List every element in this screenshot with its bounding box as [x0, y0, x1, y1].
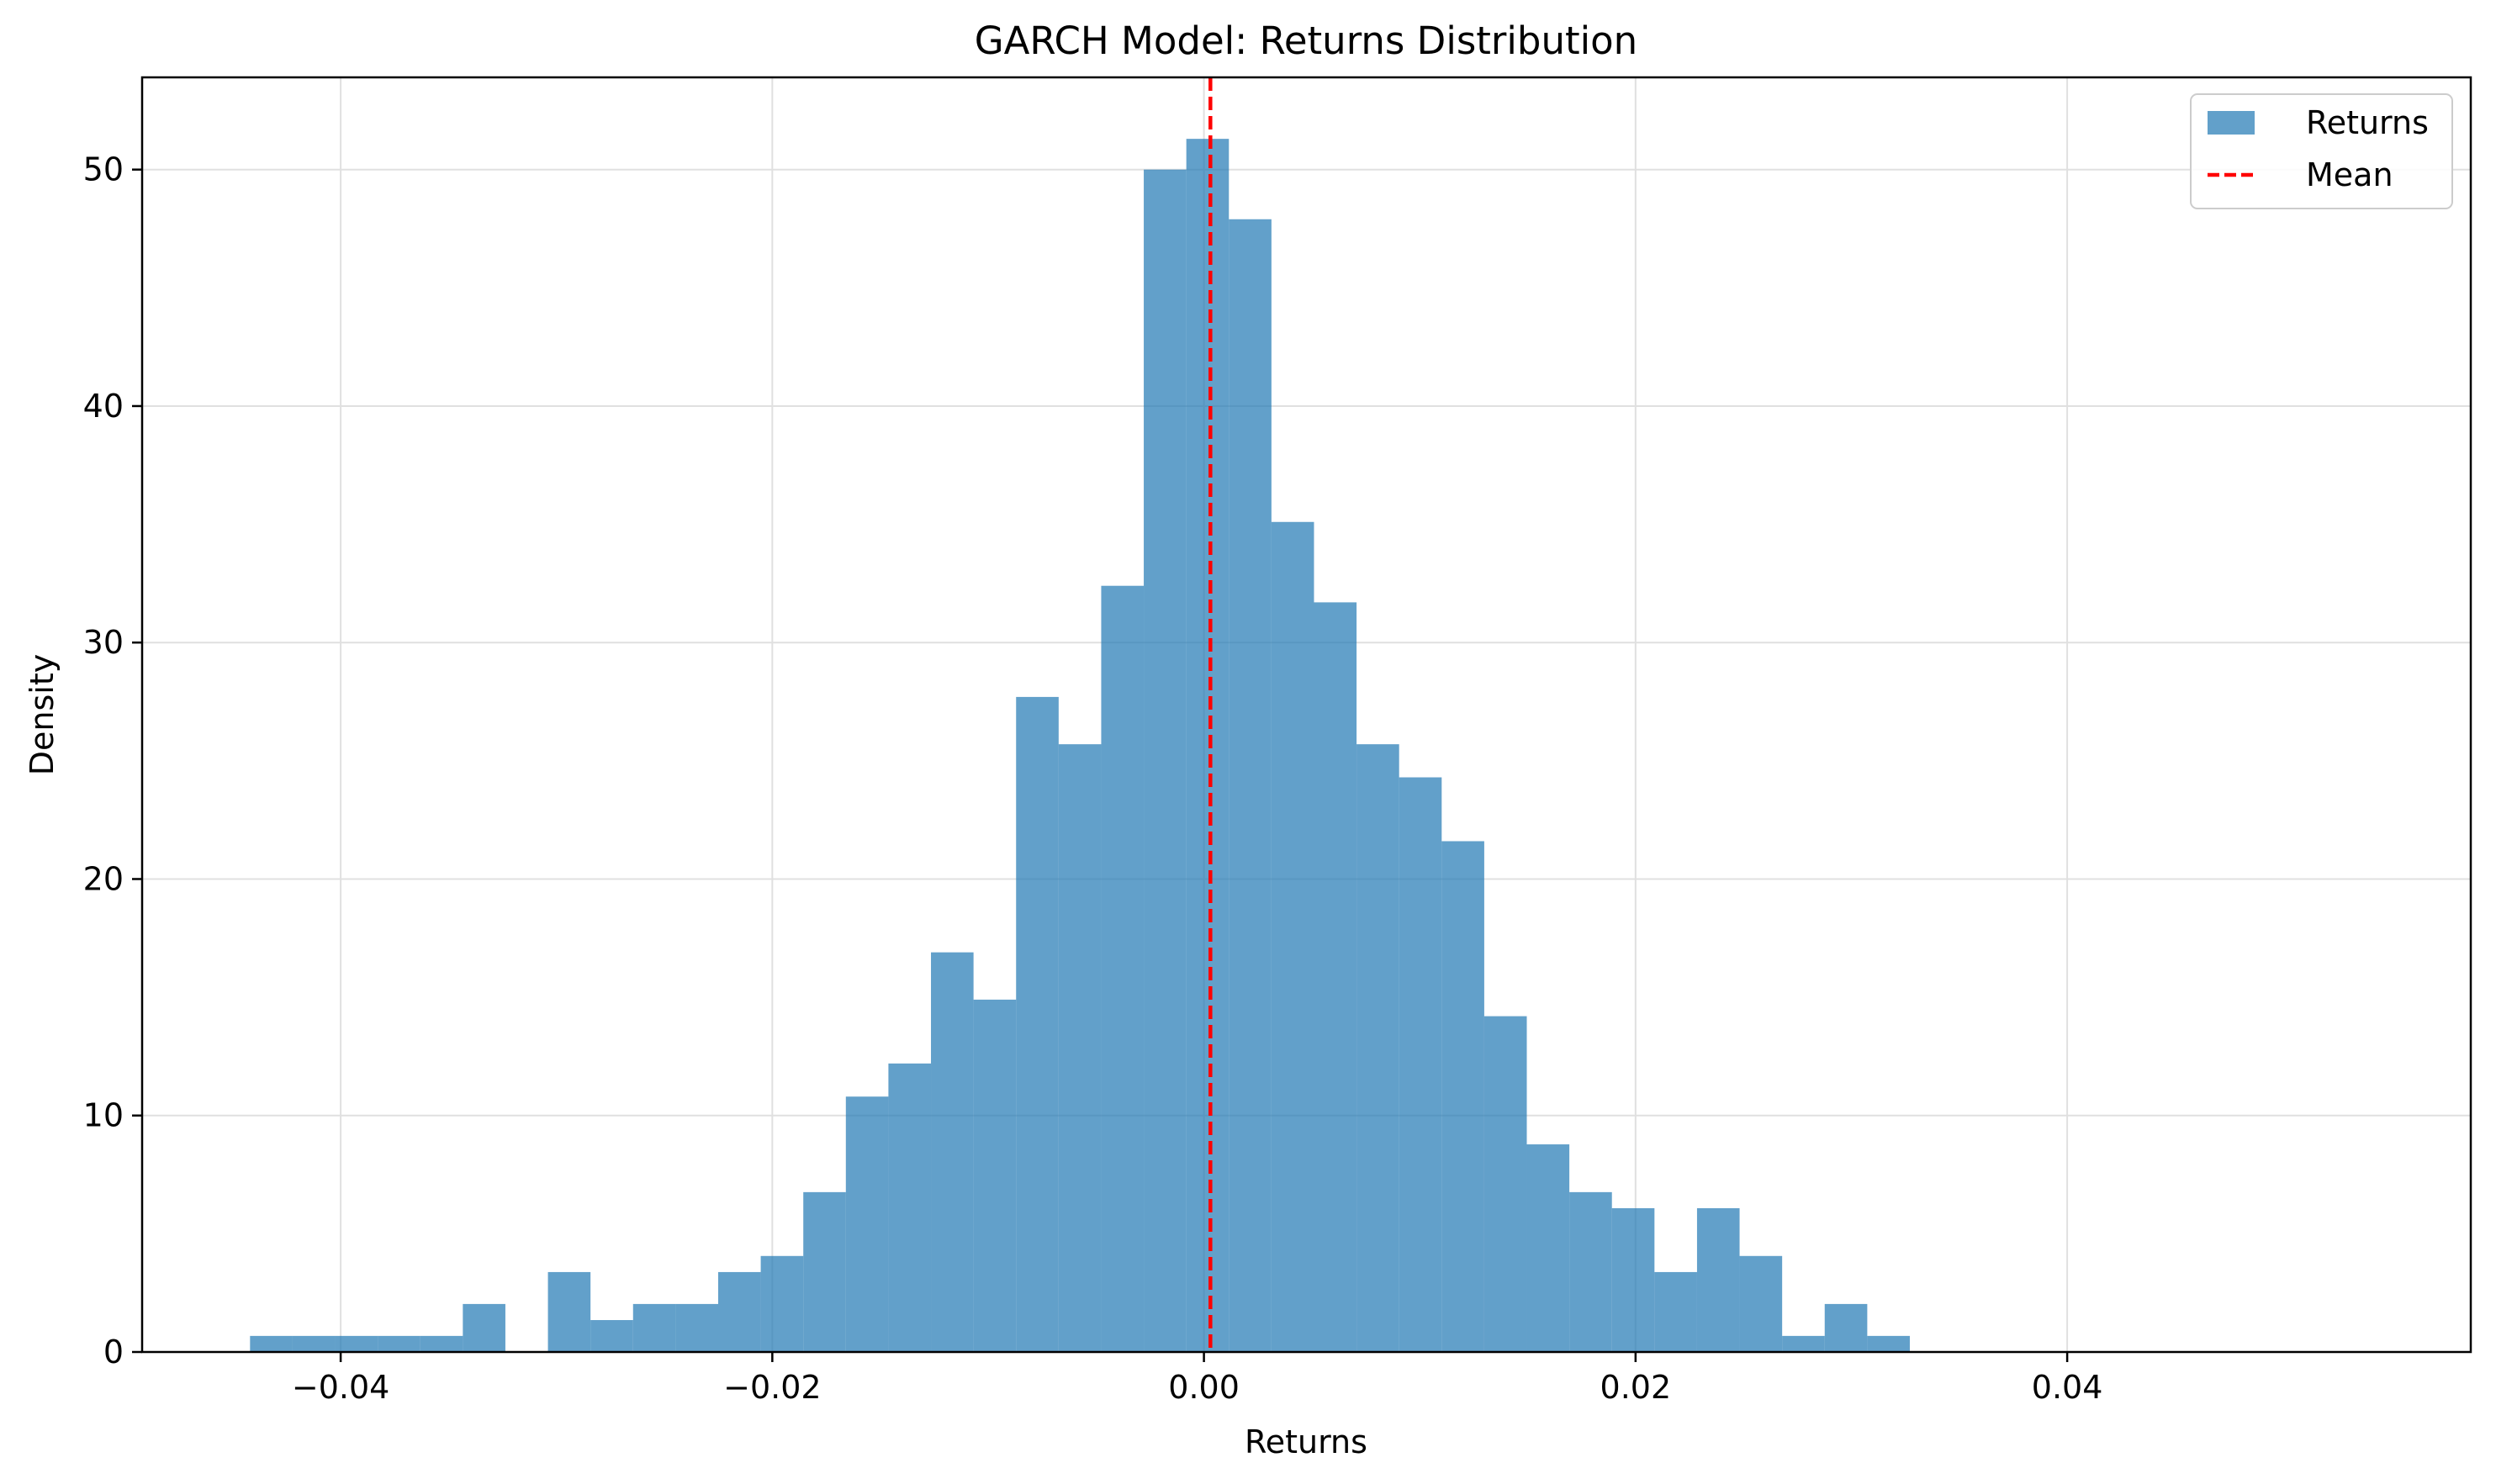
histogram-bar [1654, 1271, 1697, 1352]
histogram-bar [250, 1335, 293, 1352]
y-axis-label: Density [24, 654, 61, 775]
histogram-bar [292, 1335, 336, 1352]
legend-mean-label: Mean [2306, 156, 2393, 193]
x-tick-label: 0.00 [1168, 1369, 1240, 1406]
chart-title: GARCH Model: Returns Distribution [975, 18, 1637, 63]
histogram-bar [335, 1335, 378, 1352]
histogram-bar [803, 1191, 846, 1352]
histogram-bar [1186, 139, 1229, 1352]
histogram-bar [1483, 1016, 1527, 1352]
histogram-bar [1314, 602, 1357, 1352]
histogram-bar [931, 952, 974, 1352]
x-tick-label: 0.04 [2032, 1369, 2103, 1406]
histogram-bar [1526, 1144, 1570, 1352]
legend: Returns Mean [2190, 93, 2453, 209]
histogram-bar [1271, 521, 1314, 1352]
histogram-bar [1356, 744, 1399, 1352]
plot-frame [140, 76, 2472, 1354]
histogram-bar [1229, 219, 1272, 1352]
histogram-bar [1144, 169, 1187, 1352]
histogram-bar [888, 1063, 932, 1352]
histogram-bar [547, 1271, 591, 1352]
histogram-bar [1739, 1255, 1783, 1352]
histogram-bars [250, 139, 1910, 1352]
histogram-bar [1611, 1207, 1655, 1352]
y-tick-label: 20 [83, 860, 124, 897]
legend-returns-label: Returns [2306, 104, 2429, 141]
x-tick-label: 0.02 [1600, 1369, 1672, 1406]
x-axis-ticks: −0.04 −0.02 0.00 0.02 0.04 [292, 1352, 2103, 1406]
histogram-bar [760, 1255, 804, 1352]
x-axis-label: Returns [1245, 1423, 1367, 1460]
legend-box [2190, 93, 2453, 209]
y-tick-label: 30 [83, 624, 124, 661]
x-tick-label: −0.02 [723, 1369, 821, 1406]
y-axis-ticks: 0 10 20 30 40 50 [83, 151, 142, 1370]
y-tick-label: 40 [83, 388, 124, 425]
histogram-bar [1441, 841, 1484, 1352]
histogram-bar [378, 1335, 420, 1352]
histogram-bar [1696, 1207, 1740, 1352]
histogram-bar [1867, 1335, 1910, 1352]
x-tick-label: −0.04 [292, 1369, 389, 1406]
histogram-bar [632, 1303, 676, 1352]
legend-returns-swatch [2208, 111, 2255, 135]
histogram-bar [675, 1303, 718, 1352]
histogram-bar [590, 1320, 633, 1352]
histogram-bar [1016, 696, 1059, 1352]
histogram-bar [420, 1335, 463, 1352]
histogram-bar [845, 1096, 889, 1352]
histogram-bar [1782, 1335, 1825, 1352]
y-tick-label: 10 [83, 1097, 124, 1134]
histogram-bar [1824, 1303, 1868, 1352]
histogram-bar [1101, 585, 1145, 1352]
y-tick-label: 50 [83, 151, 124, 188]
histogram-bar [463, 1303, 505, 1352]
histogram-bar [1399, 777, 1442, 1352]
y-tick-label: 0 [103, 1333, 124, 1370]
histogram-bar [1058, 744, 1102, 1352]
histogram-bar [717, 1271, 761, 1352]
histogram-bar [1569, 1191, 1612, 1352]
histogram-bar [973, 999, 1017, 1352]
